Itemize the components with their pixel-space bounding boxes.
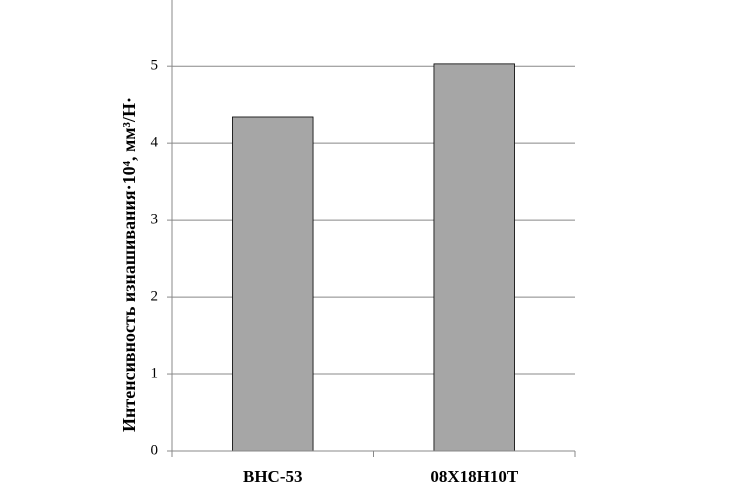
bar — [232, 116, 314, 452]
y-tick-label: 5 — [151, 58, 159, 74]
y-tick-label: 4 — [151, 135, 159, 151]
bar — [433, 63, 515, 452]
y-tick-label: 1 — [151, 365, 159, 381]
y-tick-label: 0 — [151, 442, 159, 458]
y-tick-label: 2 — [151, 289, 159, 305]
y-tick-label: 3 — [151, 212, 159, 228]
x-tick-label: ВНС-53 — [243, 467, 303, 486]
y-axis-label: Интенсивность изнашивания·10⁴, мм³/Н· — [119, 97, 139, 432]
x-tick-label: 08Х18Н10Т — [430, 467, 519, 486]
